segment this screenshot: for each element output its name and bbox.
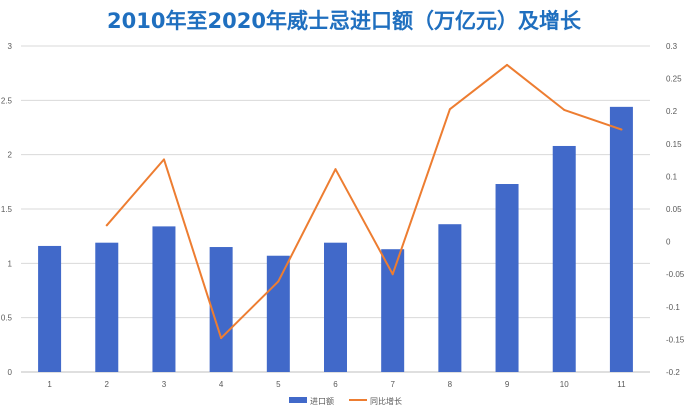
x-tick-label-4: 5 (276, 380, 281, 389)
growth-point-4 (220, 337, 223, 340)
x-tick-label-2: 3 (162, 380, 167, 389)
growth-point-10 (563, 108, 566, 111)
growth-point-8 (448, 108, 451, 111)
bar-10 (552, 145, 576, 372)
right-tick-label-10: 0.3 (666, 42, 678, 51)
bar-3 (152, 226, 176, 372)
bar-1 (38, 245, 62, 372)
right-tick-label-6: 0.1 (666, 172, 678, 181)
right-tick-label-1: -0.15 (666, 335, 685, 344)
left-tick-label-5: 2.5 (1, 96, 13, 105)
legend-bar-label: 进口额 (310, 396, 334, 406)
right-tick-label-2: -0.1 (666, 303, 680, 312)
left-tick-label-0: 0 (8, 368, 13, 377)
bar-11 (609, 106, 633, 372)
right-tick-label-4: 0 (666, 238, 671, 247)
right-tick-label-5: 0.05 (666, 205, 682, 214)
right-tick-label-0: -0.2 (666, 368, 680, 377)
growth-point-5 (277, 280, 280, 283)
left-tick-label-4: 2 (8, 151, 13, 160)
bar-series-imports (38, 106, 633, 372)
growth-point-6 (334, 168, 337, 171)
left-tick-label-2: 1 (8, 259, 13, 268)
bar-9 (495, 184, 519, 372)
gridlines (21, 45, 650, 373)
x-tick-label-9: 10 (560, 380, 569, 389)
left-tick-label-6: 3 (8, 42, 13, 51)
x-tick-label-1: 2 (105, 380, 110, 389)
bar-4 (209, 247, 233, 372)
growth-point-11 (620, 128, 623, 131)
bar-8 (438, 224, 462, 372)
x-tick-label-6: 7 (390, 380, 395, 389)
growth-point-7 (391, 273, 394, 276)
x-tick-label-8: 9 (505, 380, 510, 389)
left-tick-label-3: 1.5 (1, 205, 13, 214)
x-tick-label-0: 1 (47, 380, 52, 389)
right-tick-label-7: 0.15 (666, 140, 682, 149)
right-y-axis: -0.2 -0.15 -0.1 -0.05 0 0.05 0.1 0.15 0.2 0.25 0.3 (666, 42, 685, 377)
legend-bar-swatch (289, 397, 307, 403)
right-tick-label-8: 0.2 (666, 107, 678, 116)
x-tick-label-5: 6 (333, 380, 338, 389)
growth-point-9 (506, 63, 509, 66)
left-tick-label-1: 0.5 (1, 314, 13, 323)
bar-7 (381, 249, 405, 372)
x-tick-label-7: 8 (448, 380, 453, 389)
x-tick-label-3: 4 (219, 380, 224, 389)
line-series-growth (105, 63, 623, 340)
legend: 进口额 同比增长 (289, 396, 402, 406)
growth-point-2 (105, 224, 108, 227)
left-y-axis: 0 0.5 1 1.5 2 2.5 3 (1, 42, 13, 377)
legend-line-label: 同比增长 (370, 396, 402, 406)
bar-6 (324, 242, 347, 372)
chart-title: 2010年至2020年威士忌进口额（万亿元）及增长 (107, 9, 582, 33)
growth-point-3 (162, 158, 165, 161)
bar-2 (95, 242, 119, 372)
growth-line-path (105, 63, 623, 340)
bar-5 (266, 255, 290, 372)
right-tick-label-3: -0.05 (666, 270, 685, 279)
right-tick-label-9: 0.25 (666, 75, 682, 84)
x-axis: 1 2 3 4 5 6 7 8 9 10 11 (47, 380, 626, 389)
x-tick-label-10: 11 (617, 380, 626, 389)
